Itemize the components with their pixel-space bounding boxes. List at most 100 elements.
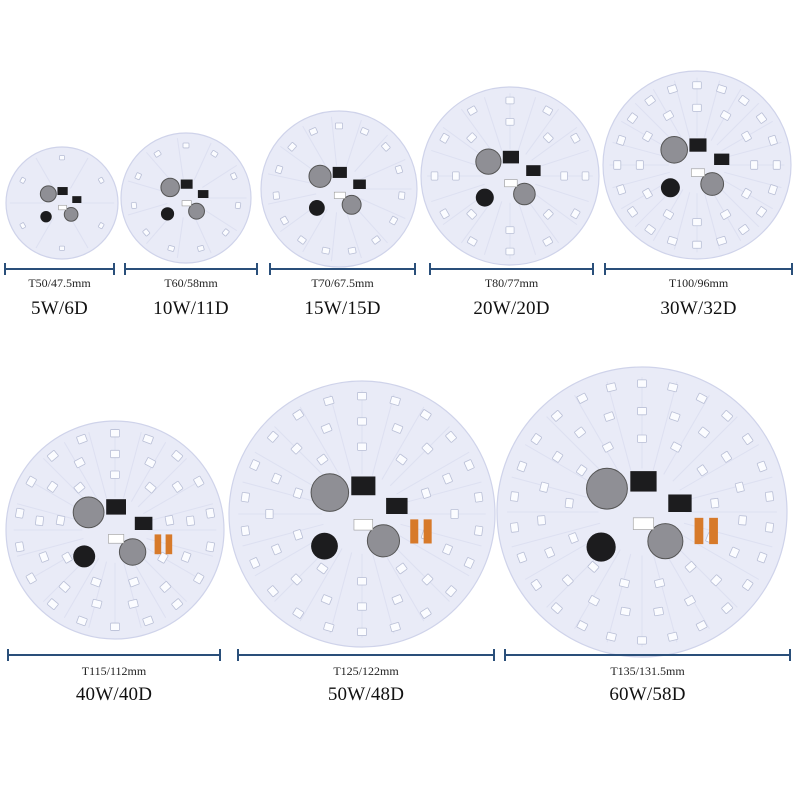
led-chip xyxy=(637,434,647,443)
led-chip xyxy=(654,578,666,589)
led-chip xyxy=(738,224,750,235)
capacitor xyxy=(513,182,536,206)
led-chip xyxy=(445,585,457,598)
led-chip xyxy=(750,160,759,170)
capacitor xyxy=(341,194,362,215)
board-spec-label: 30W/32D xyxy=(660,298,737,319)
led-chip xyxy=(193,572,205,585)
ic-chip xyxy=(502,150,519,164)
led-chip xyxy=(516,460,528,473)
led-chip xyxy=(642,130,653,143)
led-chip xyxy=(320,594,333,605)
led-chip xyxy=(144,481,157,494)
led-chip xyxy=(381,142,391,152)
led-chip xyxy=(510,522,520,533)
led-chip xyxy=(19,176,27,184)
led-chip xyxy=(159,581,172,593)
led-chip xyxy=(320,423,333,434)
led-chip xyxy=(439,132,450,144)
led-chip xyxy=(505,96,515,105)
board-spec-label: 10W/11D xyxy=(153,298,229,319)
led-chip xyxy=(290,442,303,455)
led-chip xyxy=(128,576,140,588)
ic-chip xyxy=(57,187,68,196)
led-chip xyxy=(734,481,745,493)
led-chip xyxy=(357,627,367,636)
led-chip xyxy=(267,430,279,443)
led-chip xyxy=(716,84,728,95)
led-chip xyxy=(55,515,66,526)
led-chip xyxy=(421,442,434,455)
led-chip xyxy=(205,507,215,519)
led-chip xyxy=(627,112,638,124)
board-spec-label: 20W/20D xyxy=(473,298,550,319)
led-chip xyxy=(357,602,367,611)
capacitor xyxy=(310,473,350,512)
led-chip xyxy=(272,191,280,200)
dimension-line xyxy=(504,649,791,661)
led-chip xyxy=(323,622,335,633)
resistor xyxy=(694,517,704,545)
led-chip xyxy=(505,247,515,256)
led-chip xyxy=(25,475,37,488)
led-chip xyxy=(15,541,25,553)
led-chip xyxy=(719,110,732,121)
led-chip xyxy=(442,472,453,485)
led-chip xyxy=(308,127,318,136)
dimension-line xyxy=(7,649,221,661)
led-chip xyxy=(394,165,404,175)
led-chip xyxy=(721,602,734,614)
led-chip xyxy=(127,598,139,609)
led-chip xyxy=(292,607,305,619)
board-size-label: T80/77mm xyxy=(484,276,539,290)
led-chip xyxy=(642,187,653,200)
led-board-t50 xyxy=(5,146,119,260)
led-chip xyxy=(666,84,678,95)
inductor xyxy=(586,532,616,562)
led-chip xyxy=(505,118,515,126)
led-board-t125 xyxy=(228,380,496,648)
capacitor xyxy=(475,148,502,175)
led-chip xyxy=(157,551,169,564)
led-chip xyxy=(420,487,432,499)
led-chip xyxy=(271,543,282,556)
led-chip xyxy=(452,171,460,181)
led-chip xyxy=(463,557,475,569)
led-chip xyxy=(564,497,574,509)
led-chip xyxy=(430,171,439,181)
led-chip xyxy=(389,395,401,406)
led-chip xyxy=(205,541,215,553)
led-chip xyxy=(335,122,343,130)
inductor xyxy=(660,178,680,198)
led-chip xyxy=(692,103,702,112)
led-chip xyxy=(360,127,370,136)
led-chip xyxy=(142,615,154,627)
led-chip xyxy=(576,620,589,632)
led-chip xyxy=(267,585,279,598)
bridge-rectifier xyxy=(386,497,408,514)
bridge-rectifier xyxy=(526,165,541,176)
label-pad xyxy=(504,179,518,188)
led-chip xyxy=(605,382,617,393)
led-chip xyxy=(698,426,710,439)
led-chip xyxy=(389,215,399,226)
dimension-line xyxy=(429,263,594,275)
board-size-label: T60/58mm xyxy=(164,276,218,290)
led-chip xyxy=(90,576,102,588)
led-chip xyxy=(756,112,767,124)
led-chip xyxy=(110,429,120,438)
led-chip xyxy=(97,176,105,184)
led-chip xyxy=(197,244,205,252)
led-chip xyxy=(692,81,702,90)
pcb-board-image xyxy=(228,380,496,648)
label-pad xyxy=(353,519,374,531)
led-chip xyxy=(398,191,406,200)
led-chip xyxy=(46,598,59,610)
led-chip xyxy=(756,206,767,218)
capacitor xyxy=(647,523,684,560)
led-chip xyxy=(445,430,457,443)
led-chip xyxy=(182,142,190,149)
led-chip xyxy=(719,209,732,220)
led-chip xyxy=(97,222,105,230)
led-chip xyxy=(442,543,453,556)
